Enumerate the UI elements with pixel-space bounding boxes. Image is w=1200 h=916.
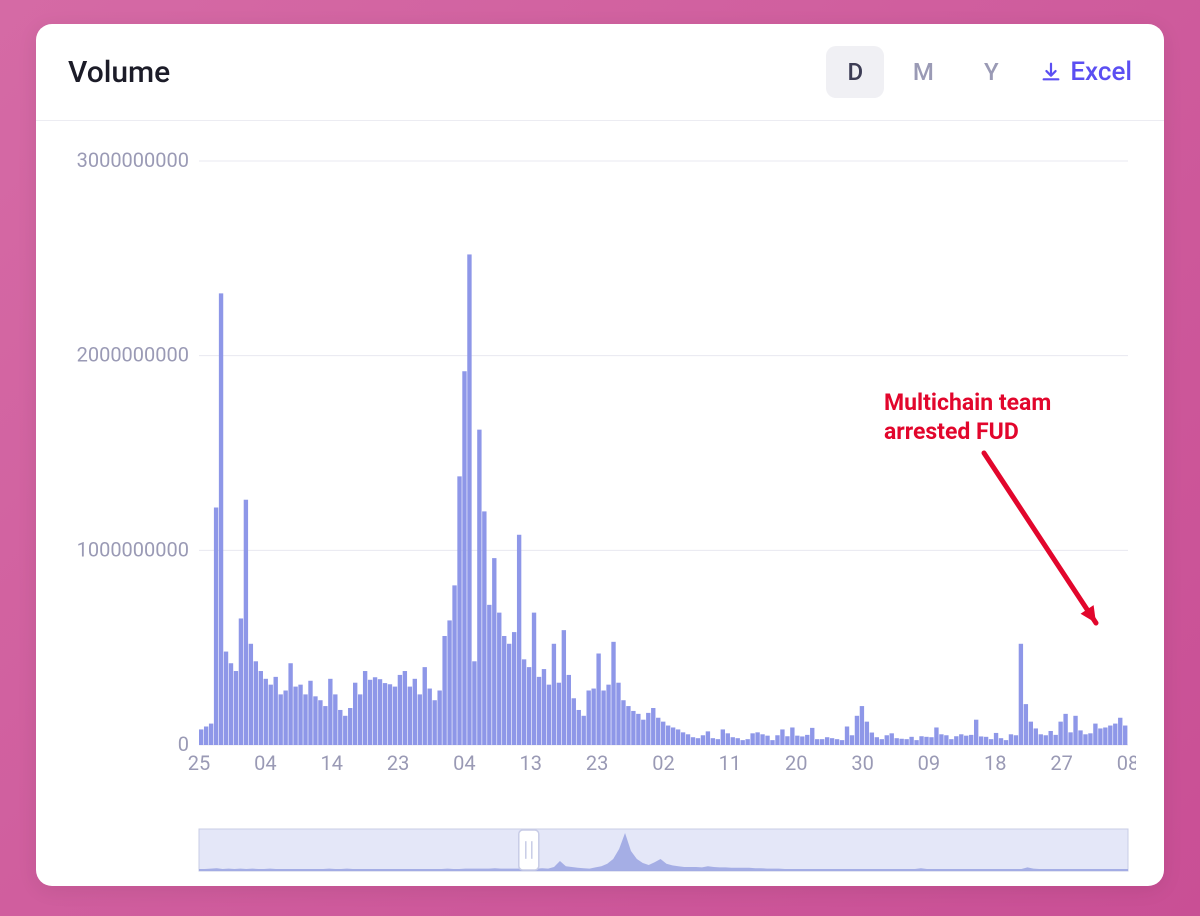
svg-text:02: 02 xyxy=(652,751,674,775)
chart-area: 0100000000020000000003000000000250414230… xyxy=(36,121,1164,828)
svg-text:04: 04 xyxy=(254,751,276,775)
svg-text:2000000000: 2000000000 xyxy=(77,343,189,367)
svg-text:27: 27 xyxy=(1050,751,1072,775)
card-title: Volume xyxy=(68,55,816,90)
annotation-label: Multichain team arrested FUD xyxy=(884,389,1051,447)
svg-text:23: 23 xyxy=(387,751,409,775)
range-day-button[interactable]: D xyxy=(826,46,884,98)
volume-card: Volume D M Y Excel 010000000002000000000… xyxy=(36,24,1164,886)
volume-chart[interactable]: 0100000000020000000003000000000250414230… xyxy=(64,141,1136,781)
chart-brush-area xyxy=(36,828,1164,886)
svg-text:25: 25 xyxy=(188,751,210,775)
svg-text:1000000000: 1000000000 xyxy=(77,537,189,561)
svg-text:11: 11 xyxy=(719,751,741,775)
range-year-button[interactable]: Y xyxy=(962,46,1020,98)
svg-text:30: 30 xyxy=(851,751,873,775)
svg-text:14: 14 xyxy=(320,751,342,775)
page-background: Volume D M Y Excel 010000000002000000000… xyxy=(0,0,1200,916)
export-label: Excel xyxy=(1070,57,1132,87)
export-excel-button[interactable]: Excel xyxy=(1040,57,1132,87)
svg-text:04: 04 xyxy=(453,751,475,775)
svg-text:09: 09 xyxy=(918,751,940,775)
range-month-button[interactable]: M xyxy=(894,46,952,98)
svg-text:13: 13 xyxy=(520,751,542,775)
svg-text:18: 18 xyxy=(984,751,1006,775)
download-icon xyxy=(1040,61,1062,83)
svg-text:3000000000: 3000000000 xyxy=(77,148,189,172)
card-header: Volume D M Y Excel xyxy=(36,24,1164,121)
chart-range-brush[interactable] xyxy=(64,828,1136,872)
svg-text:20: 20 xyxy=(785,751,807,775)
svg-text:23: 23 xyxy=(586,751,608,775)
svg-text:08: 08 xyxy=(1117,751,1136,775)
